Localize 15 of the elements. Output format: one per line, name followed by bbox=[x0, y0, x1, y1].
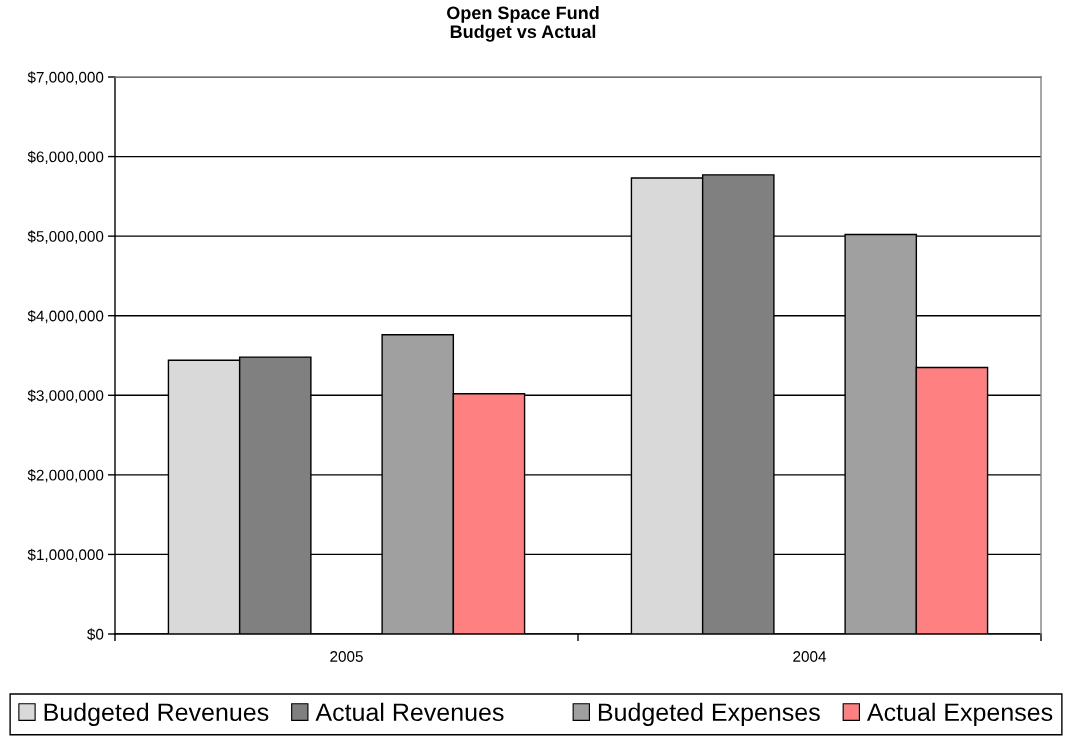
legend-label: Actual Revenues bbox=[315, 702, 504, 722]
legend-label: Budgeted Expenses bbox=[598, 702, 820, 727]
y-tick-label: $2,000,000 bbox=[27, 469, 104, 483]
y-tick-label: $0 bbox=[87, 628, 104, 641]
x-tick-label: 2004 bbox=[793, 651, 827, 662]
y-tick-label: $5,000,000 bbox=[27, 230, 104, 244]
chart-title: Open Space Fund Budget vs Actual bbox=[447, 6, 599, 42]
y-tick-label: $7,000,000 bbox=[27, 71, 104, 85]
y-tick-label: $6,000,000 bbox=[27, 150, 104, 165]
x-tick-label: 2005 bbox=[330, 651, 363, 662]
legend-label: Actual Expenses bbox=[866, 702, 1053, 727]
y-tick-label: $3,000,000 bbox=[27, 389, 104, 403]
y-tick-label: $4,000,000 bbox=[27, 309, 104, 324]
legend-label: Budgeted Revenues bbox=[44, 702, 269, 727]
y-tick-label: $1,000,000 bbox=[27, 548, 104, 562]
